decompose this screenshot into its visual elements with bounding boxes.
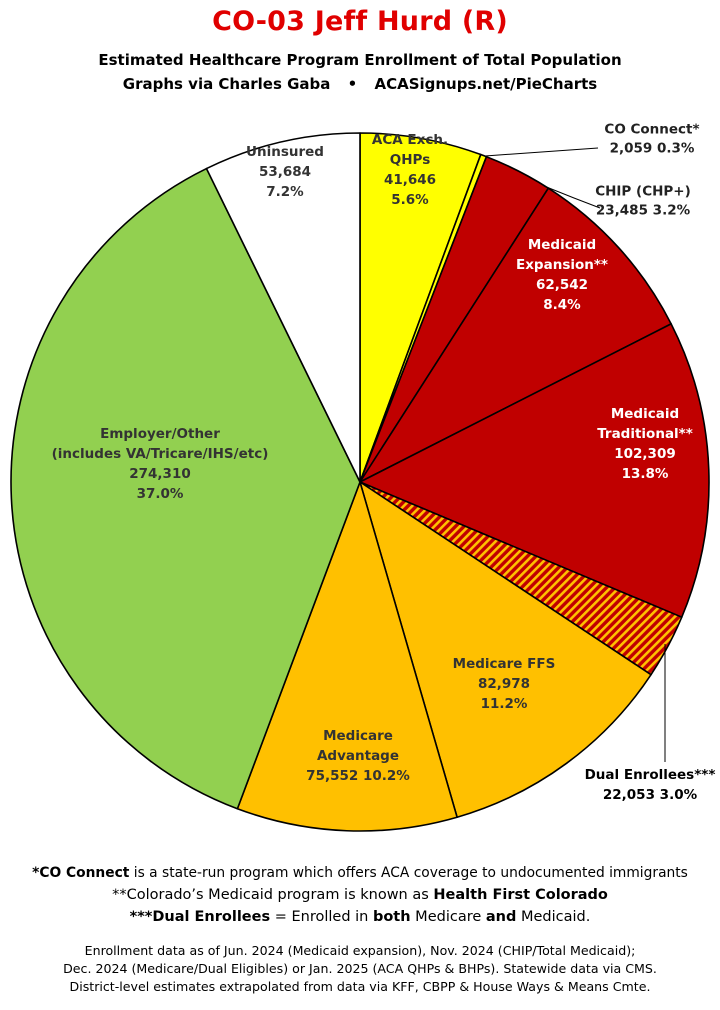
slice-label-uninsured: 7.2% xyxy=(266,184,304,200)
slice-label-uninsured: 53,684 xyxy=(259,164,311,180)
slice-label-employer: Employer/Other xyxy=(100,426,220,442)
slice-label-aca: 5.6% xyxy=(391,192,429,208)
slice-label-chip: CHIP (CHP+) xyxy=(595,184,691,200)
chart-title: CO-03 Jeff Hurd (R) xyxy=(212,6,508,37)
slice-label-ffs: 11.2% xyxy=(481,696,528,712)
slice-label-traditional: 102,309 xyxy=(614,446,676,462)
pie-chart: ACA Exch. QHPs 41,646 5.6% CO Connect* 2,059 … xyxy=(10,122,716,832)
pie-slice-ffs xyxy=(359,481,652,819)
slice-label-expansion: 8.4% xyxy=(543,297,581,313)
pie-slice-traditional xyxy=(359,323,710,618)
slice-label-dual: 22,053 3.0% xyxy=(603,787,698,803)
slice-label-aca: QHPs xyxy=(390,152,430,168)
source-line: Dec. 2024 (Medicare/Dual Eligibles) or J… xyxy=(63,961,657,976)
leader-line-coconnect xyxy=(484,147,599,157)
slice-label-employer: 274,310 xyxy=(129,466,191,482)
slice-label-ffs: Medicare FFS xyxy=(453,656,556,672)
slice-label-uninsured: Uninsured xyxy=(246,144,324,160)
pie-slice-uninsured xyxy=(205,132,361,483)
slice-label-aca: 41,646 xyxy=(384,172,436,188)
slice-label-advantage: Advantage xyxy=(317,748,399,764)
credit-author: Graphs via Charles Gaba xyxy=(122,75,331,93)
slice-label-advantage: Medicare xyxy=(323,728,393,744)
source-line: District-level estimates extrapolated fr… xyxy=(69,979,651,994)
pie-slice-expansion xyxy=(359,187,672,483)
slice-label-coconnect: CO Connect* xyxy=(604,122,699,138)
slice-label-traditional: 13.8% xyxy=(622,466,669,482)
slice-label-ffs: 82,978 xyxy=(478,676,530,692)
footnote-dual: ***Dual Enrollees = Enrolled in both Med… xyxy=(129,909,591,925)
chart-subtitle: Estimated Healthcare Program Enrollment … xyxy=(98,51,622,69)
footnote-medicaid: **Colorado’s Medicaid program is known a… xyxy=(112,887,608,903)
slice-label-traditional: Medicaid xyxy=(611,406,679,422)
pie-slice-employer xyxy=(10,167,361,810)
slice-label-dual: Dual Enrollees*** xyxy=(585,767,716,783)
credit-separator: • xyxy=(347,75,358,93)
slice-label-coconnect: 2,059 0.3% xyxy=(610,141,695,157)
slice-label-expansion: Medicaid xyxy=(528,237,596,253)
slice-label-expansion: 62,542 xyxy=(536,277,588,293)
footnote-co-connect: *CO Connect is a state-run program which… xyxy=(32,865,688,881)
pie-slice-advantage xyxy=(236,481,458,832)
slice-label-expansion: Expansion** xyxy=(516,257,608,273)
source-note: Enrollment data as of Jun. 2024 (Medicai… xyxy=(0,942,720,996)
slice-label-employer: (includes VA/Tricare/IHS/etc) xyxy=(52,446,269,462)
footnotes: *CO Connect is a state-run program which… xyxy=(0,862,720,928)
slice-label-traditional: Traditional** xyxy=(597,426,693,442)
slice-label-aca: ACA Exch. xyxy=(372,132,448,148)
slice-label-employer: 37.0% xyxy=(137,486,184,502)
source-line: Enrollment data as of Jun. 2024 (Medicai… xyxy=(84,943,636,958)
leader-line-chip xyxy=(543,185,601,209)
slice-label-chip: 23,485 3.2% xyxy=(596,203,691,219)
chart-credit: Graphs via Charles Gaba • ACASignups.net… xyxy=(0,75,720,93)
credit-url: ACASignups.net/PieCharts xyxy=(374,75,598,93)
slice-label-advantage: 75,552 10.2% xyxy=(306,768,410,784)
